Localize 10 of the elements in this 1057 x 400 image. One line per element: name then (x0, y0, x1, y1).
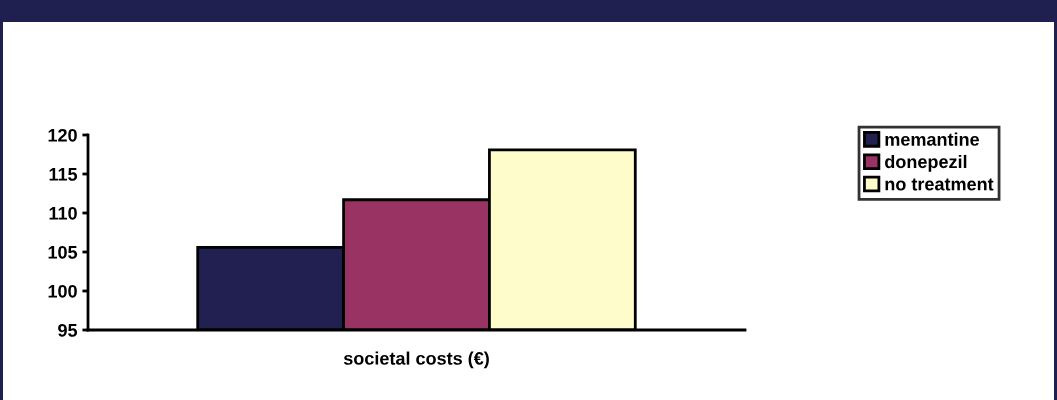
y-tick-label: 110 (49, 206, 77, 220)
legend-label: memantine (885, 132, 980, 146)
y-tick-label: 115 (49, 168, 78, 181)
y-tick-label: 120 (48, 128, 77, 142)
y-tick-label: 100 (48, 284, 77, 298)
y-tick-label: 105 (48, 245, 78, 259)
legend-label: donepezil (885, 154, 967, 172)
y-tick-label: 95 (58, 323, 78, 337)
x-axis-title: societal costs (€) (343, 351, 489, 369)
legend-label: no treatment (885, 178, 994, 191)
